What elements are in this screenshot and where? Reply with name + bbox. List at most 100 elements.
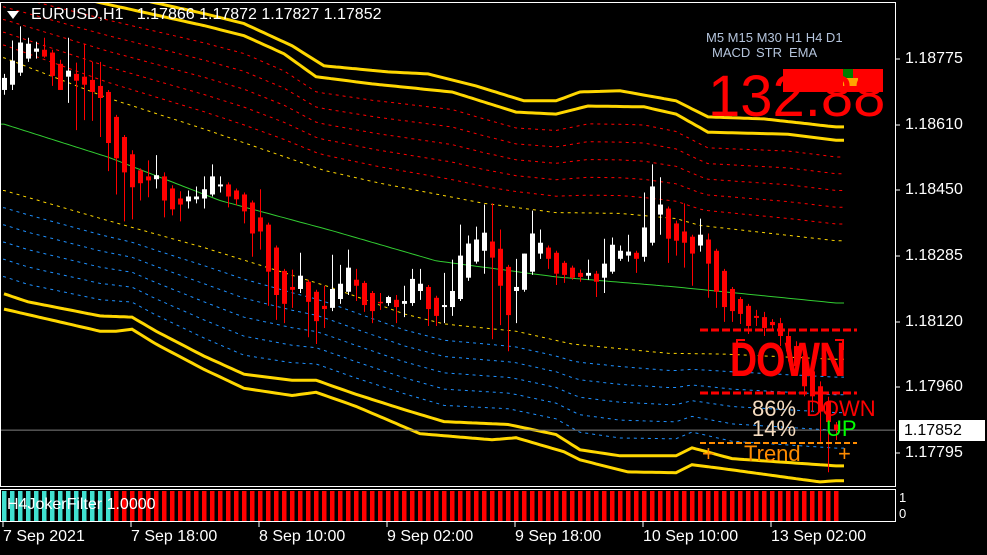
candle-body — [506, 266, 511, 316]
histogram-bar — [506, 491, 511, 521]
candle — [18, 26, 23, 76]
histogram-bar — [314, 491, 319, 521]
upper-level-line — [1, 6, 844, 175]
subwindow-axis-min: 0 — [899, 506, 907, 521]
histogram-bar — [258, 491, 263, 521]
candle — [490, 203, 495, 340]
up-label: UP — [826, 416, 857, 441]
lower-inner-band — [3, 292, 844, 468]
histogram-bar — [554, 491, 559, 521]
candle — [834, 422, 839, 441]
histogram-bar — [266, 491, 271, 521]
price-tick-label: 1.17960 — [905, 378, 963, 395]
candle — [570, 265, 575, 280]
candle-body — [562, 262, 567, 275]
candle-body — [546, 247, 551, 259]
candle — [50, 49, 55, 86]
histogram-bar — [490, 491, 495, 521]
candle-body — [786, 336, 791, 352]
candle — [514, 258, 519, 324]
histogram-bar — [754, 491, 759, 521]
candle-body — [594, 273, 599, 282]
histogram-bar — [26, 491, 31, 521]
price-tick-label: 1.18285 — [905, 247, 963, 264]
histogram-bar — [482, 491, 487, 521]
candle-body — [298, 275, 303, 289]
candle — [546, 245, 551, 269]
upper-level-line — [1, 31, 844, 208]
candle-body — [522, 253, 527, 290]
histogram-bar — [418, 491, 423, 521]
candle — [818, 381, 823, 442]
candle-body — [250, 202, 255, 234]
candle-body — [258, 217, 263, 232]
histogram-bar — [154, 491, 159, 521]
candle — [362, 280, 367, 312]
candle — [234, 188, 239, 206]
upper-level-line — [1, 44, 844, 225]
time-tick-label: 7 Sep 18:00 — [131, 528, 218, 545]
candle — [122, 134, 127, 222]
histogram-bar — [658, 491, 663, 521]
candle-body — [810, 371, 815, 397]
upper-inner-band — [94, 3, 844, 142]
candle — [730, 286, 735, 322]
candle-body — [490, 241, 495, 258]
histogram-bar — [50, 491, 55, 521]
histogram-bar — [634, 491, 639, 521]
candle — [810, 366, 815, 412]
histogram-bar — [450, 491, 455, 521]
candle-body — [762, 317, 767, 328]
candle-body — [746, 305, 751, 326]
candle — [90, 61, 95, 121]
histogram-bar — [202, 491, 207, 521]
candle — [826, 396, 831, 473]
candle-body — [346, 267, 351, 292]
candle-body — [210, 176, 215, 195]
histogram-bar — [626, 491, 631, 521]
candle-body — [114, 116, 119, 159]
candle-body — [794, 346, 799, 367]
candle-body — [154, 175, 159, 180]
time-tick-label: 8 Sep 10:00 — [259, 528, 346, 545]
lower-level-line — [1, 241, 844, 414]
trend-plus-left: + — [702, 441, 715, 466]
candle — [138, 168, 143, 201]
histogram-bar — [82, 491, 87, 521]
candle — [322, 285, 327, 328]
histogram-bar — [458, 491, 463, 521]
candle-body — [274, 247, 279, 295]
chart-title: EURUSD,H1 1.17866 1.17872 1.17827 1.1785… — [31, 6, 382, 24]
histogram-bar — [498, 491, 503, 521]
chart-menu-triangle-icon[interactable] — [7, 11, 19, 19]
candle-body — [698, 234, 703, 246]
candle-body — [706, 239, 711, 264]
candle-body — [170, 188, 175, 210]
candle — [634, 250, 639, 273]
candle — [706, 233, 711, 298]
histogram-bar — [298, 491, 303, 521]
current-price-box: 1.17852 — [899, 420, 985, 441]
candle-body — [650, 186, 655, 243]
time-tick-label: 7 Sep 2021 — [3, 528, 85, 545]
candle-body — [82, 76, 87, 85]
candle-body — [666, 208, 671, 239]
lower-level-line — [1, 224, 844, 396]
histogram-bar — [514, 491, 519, 521]
candle-body — [498, 248, 503, 286]
candle-body — [570, 267, 575, 278]
candle-body — [618, 250, 623, 259]
histogram-bar — [674, 491, 679, 521]
candle — [226, 182, 231, 208]
candle — [594, 270, 599, 298]
histogram-bar — [466, 491, 471, 521]
candle-body — [242, 194, 247, 212]
histogram-bar — [746, 491, 751, 521]
candle — [754, 309, 759, 326]
filter-histogram — [2, 491, 839, 521]
candle — [794, 341, 799, 372]
candle-body — [234, 190, 239, 200]
candle-body — [202, 189, 207, 199]
